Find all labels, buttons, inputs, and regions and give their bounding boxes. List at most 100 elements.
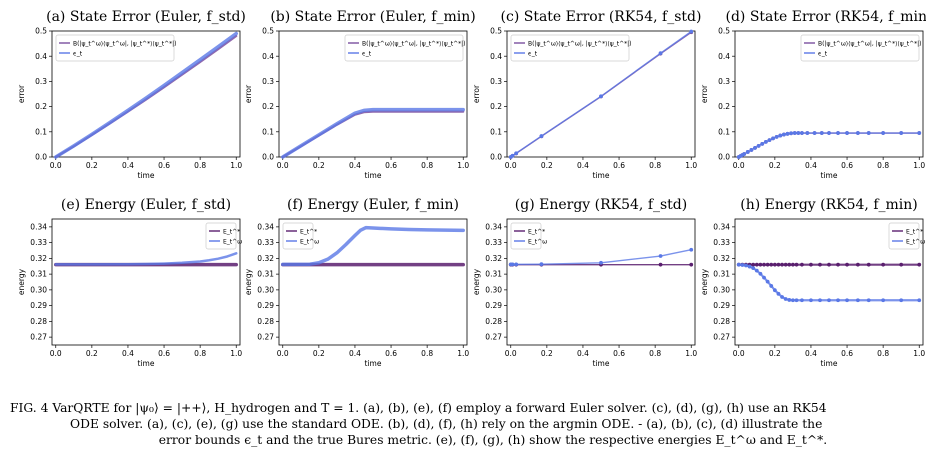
y-tick-label: 0.5: [490, 27, 502, 36]
y-tick-label: 0.29: [485, 301, 502, 310]
y-axis-label: energy: [700, 268, 709, 295]
data-point: [753, 146, 757, 150]
caption-line-2: ODE solver. (a), (c), (e), (g) use the s…: [70, 417, 823, 431]
data-point: [785, 131, 790, 136]
data-point: [742, 152, 747, 156]
legend: E_t^* E_t^ω: [888, 222, 925, 250]
y-tick-label: 0.2: [35, 102, 47, 111]
x-axis-label: time: [821, 171, 838, 180]
data-point: [917, 131, 922, 135]
chart-panel-4: (d) State Error (RK54, f_min) 0.0 0.2 0.4 0.…: [700, 9, 926, 180]
data-point: [767, 138, 772, 143]
legend: B(|ψ_t^ω⟩⟨ψ_t^ω|, |ψ_t^*⟩⟨ψ_t^*|) ϵ_t: [510, 34, 631, 62]
data-point: [791, 298, 795, 303]
chart-panel-3: (c) State Error (RK54, f_std) 0.0 0.2 0.4 0.…: [472, 9, 701, 180]
x-tick-label: 0.4: [805, 349, 817, 358]
x-tick-label: 0.2: [86, 161, 98, 170]
data-point: [772, 288, 777, 293]
x-tick-label: 0.4: [349, 161, 361, 170]
y-axis-label: energy: [244, 268, 253, 295]
x-axis-label: time: [593, 359, 610, 368]
data-point: [845, 298, 849, 303]
axes-frame: [734, 218, 924, 346]
legend-box: [282, 222, 314, 250]
figure-caption: FIG. 4 VarQRTE for |ψ₀⟩ = |++⟩, H_hydrog…: [10, 400, 916, 448]
x-tick-label: 0.6: [841, 349, 853, 358]
data-point: [514, 262, 519, 267]
y-axis-label: energy: [17, 268, 26, 295]
data-point: [765, 262, 770, 267]
data-point: [762, 262, 766, 267]
legend-entry: E_t^ω: [528, 238, 547, 245]
chart-panel-8: (h) Energy (RK54, f_min) 0.0 0.2 0.4 0.6 0.8 1…: [700, 197, 925, 368]
data-point: [812, 131, 817, 135]
data-point: [745, 150, 750, 154]
x-tick-label: 0.0: [50, 161, 62, 170]
series-line: [738, 132, 920, 158]
y-tick-label: 0.34: [257, 222, 274, 231]
legend-entry: ϵ_t: [73, 50, 83, 57]
x-tick-label: 0.6: [841, 161, 853, 170]
chart-title: (c) State Error (RK54, f_std): [501, 9, 702, 25]
data-point: [855, 298, 860, 303]
axes-frame: [51, 30, 241, 158]
data-point: [599, 94, 603, 99]
x-tick-label: 0.4: [805, 161, 817, 170]
data-point: [796, 131, 801, 135]
legend-entry: E_t^ω: [906, 238, 925, 245]
y-tick-label: 0.27: [713, 333, 730, 342]
series-line: [54, 252, 238, 266]
chart-title: (f) Energy (Euler, f_min): [287, 197, 459, 213]
data-point: [818, 298, 822, 303]
x-tick-label: 0.0: [50, 349, 62, 358]
data-point: [744, 263, 748, 268]
y-tick-label: 0.32: [30, 254, 47, 263]
data-point: [899, 262, 904, 267]
legend-entry: E_t^ω: [300, 238, 319, 245]
legend-box: [205, 222, 237, 250]
legend: B(|ψ_t^ω⟩⟨ψ_t^ω|, |ψ_t^*⟩⟨ψ_t^*|) ϵ_t: [344, 34, 465, 62]
y-axis-label: error: [700, 84, 709, 103]
axes-frame: [506, 218, 696, 346]
y-tick-label: 0.27: [485, 333, 502, 342]
series-line: [738, 132, 920, 158]
legend-box: [344, 34, 464, 62]
data-point: [780, 262, 784, 267]
data-point: [751, 262, 756, 267]
data-point: [510, 153, 515, 158]
data-point: [781, 132, 786, 137]
x-tick-label: 0.8: [194, 161, 206, 170]
x-tick-label: 1.0: [230, 349, 242, 358]
caption-line-1: FIG. 4 VarQRTE for |ψ₀⟩ = |++⟩, H_hydrog…: [10, 401, 827, 415]
x-tick-label: 0.8: [649, 161, 661, 170]
data-point: [776, 262, 781, 267]
legend-entry: E_t^ω: [223, 238, 242, 245]
data-point: [763, 139, 768, 144]
x-tick-label: 0.0: [505, 349, 517, 358]
y-tick-label: 0.3: [35, 77, 47, 86]
x-tick-label: 0.4: [122, 349, 134, 358]
legend: E_t^* E_t^ω: [510, 222, 547, 250]
data-point: [791, 262, 795, 267]
data-point: [736, 262, 741, 267]
y-tick-label: 0.32: [713, 254, 730, 263]
data-point: [819, 131, 824, 135]
y-tick-label: 0.31: [485, 270, 502, 279]
series-line: [737, 263, 921, 302]
legend-entry: B(|ψ_t^ω⟩⟨ψ_t^ω|, |ψ_t^*⟩⟨ψ_t^*|): [362, 40, 465, 47]
x-tick-label: 1.0: [913, 349, 925, 358]
y-tick-label: 0.30: [30, 285, 47, 294]
y-tick-label: 0.4: [718, 52, 730, 61]
legend: B(|ψ_t^ω⟩⟨ψ_t^ω|, |ψ_t^*⟩⟨ψ_t^*|) ϵ_t: [800, 34, 921, 62]
data-point: [774, 134, 779, 139]
data-point: [805, 131, 810, 135]
y-tick-label: 0.29: [713, 301, 730, 310]
data-point: [747, 264, 752, 269]
y-tick-label: 0.4: [490, 52, 502, 61]
data-point: [827, 262, 831, 267]
x-tick-label: 0.4: [122, 161, 134, 170]
y-tick-label: 0.1: [718, 127, 730, 136]
y-tick-label: 0.27: [257, 333, 274, 342]
legend-entry: ϵ_t: [528, 50, 538, 57]
data-point: [836, 131, 840, 135]
